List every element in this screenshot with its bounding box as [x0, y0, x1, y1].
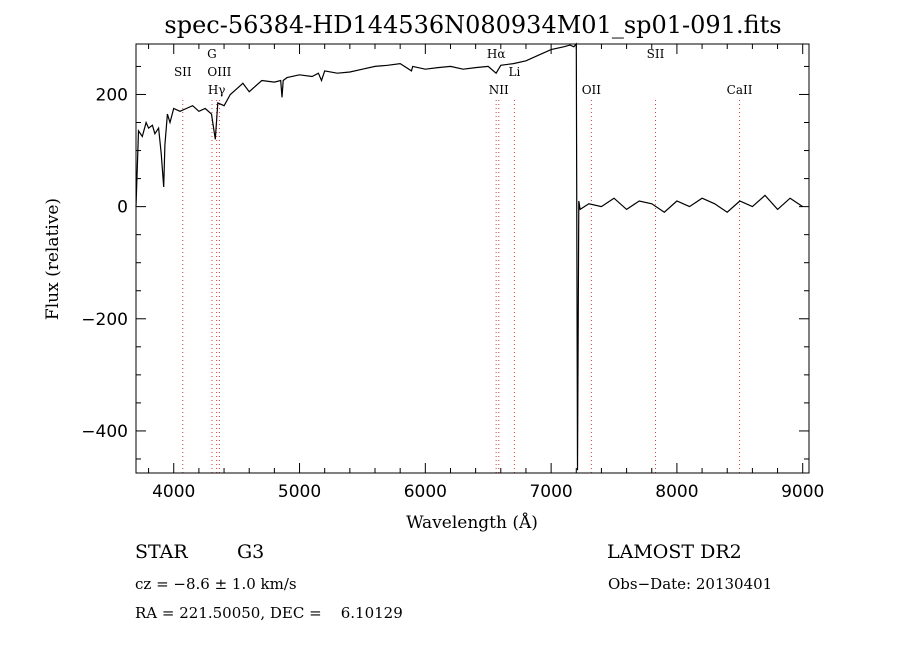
- y-tick-label: −400: [81, 422, 128, 442]
- line-label: NII: [489, 83, 509, 97]
- y-tick-label: −200: [81, 310, 128, 330]
- x-axis-label: Wavelength (Å): [406, 512, 538, 533]
- x-tick-label: 9000: [781, 482, 824, 502]
- line-label: Hγ: [208, 83, 226, 97]
- x-tick-label: 8000: [655, 482, 698, 502]
- line-label: Hα: [487, 47, 506, 61]
- line-label: OIII: [207, 65, 231, 79]
- y-axis-ticks: −400 −200 0 200: [81, 65, 809, 460]
- y-tick-label: 0: [117, 198, 128, 218]
- x-tick-label: 5000: [278, 482, 321, 502]
- line-markers: [182, 100, 741, 473]
- y-tick-label: 200: [96, 85, 128, 105]
- obs-date: Obs−Date: 20130401: [608, 575, 773, 593]
- x-axis-ticks: 4000 5000 6000 7000 8000 9000: [148, 44, 824, 502]
- line-label: G: [207, 47, 217, 61]
- x-tick-label: 4000: [152, 482, 195, 502]
- ra-dec: RA = 221.50050, DEC = 6.10129: [135, 604, 403, 622]
- survey-name: LAMOST DR2: [607, 541, 742, 563]
- line-label: SII: [647, 47, 665, 61]
- x-tick-label: 6000: [404, 482, 447, 502]
- subclass: G3: [237, 541, 265, 563]
- line-label: Li: [508, 65, 520, 79]
- chart-title: spec-56384-HD144536N080934M01_sp01-091.f…: [164, 11, 781, 39]
- line-labels: SII G OIII Hγ Hα NII Li OII SII CaII: [174, 47, 753, 97]
- spectrum-line: [135, 42, 804, 471]
- y-axis-label: Flux (relative): [43, 198, 63, 320]
- line-label: SII: [174, 65, 192, 79]
- x-tick-label: 7000: [529, 482, 572, 502]
- object-class: STAR: [135, 541, 188, 563]
- line-label: CaII: [727, 83, 753, 97]
- redshift-cz: cz = −8.6 ± 1.0 km/s: [135, 575, 297, 593]
- line-label: OII: [582, 83, 602, 97]
- plot-frame: [135, 43, 810, 474]
